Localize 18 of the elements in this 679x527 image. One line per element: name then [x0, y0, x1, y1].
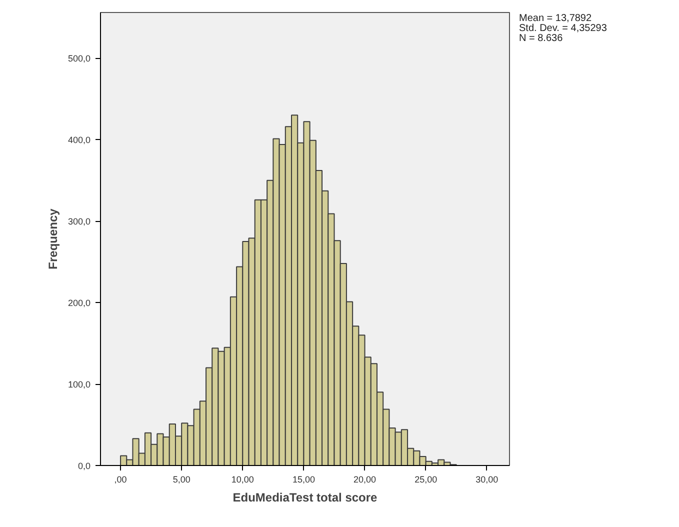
y-tick-label: 400,0 — [68, 135, 91, 146]
y-tick-label: 0,0 — [78, 461, 91, 471]
text: Std. Dev. = 4,35293 — [519, 23, 607, 34]
x-tick-label: 20,00 — [354, 474, 376, 484]
y-tick-label: 300,0 — [68, 216, 91, 227]
x-tick-label: ,00 — [114, 474, 127, 484]
text: N = 8.636 — [519, 33, 564, 44]
x-tick-label: 25,00 — [414, 474, 438, 484]
x-axis-title: EduMediaTest total score — [232, 490, 378, 504]
y-tick-label: 100,0 — [68, 380, 91, 390]
x-tick-label: 10,00 — [231, 474, 254, 484]
y-tick-label: 200,0 — [68, 298, 91, 308]
x-tick-label: 30,00 — [476, 474, 498, 484]
x-tick-label: 15,00 — [292, 474, 315, 484]
text: Mean = 13,7892 — [519, 13, 593, 24]
y-axis-title: Frequency — [46, 208, 60, 270]
y-tick-label: 500,0 — [68, 54, 91, 64]
x-tick-label: 5,00 — [172, 474, 190, 484]
